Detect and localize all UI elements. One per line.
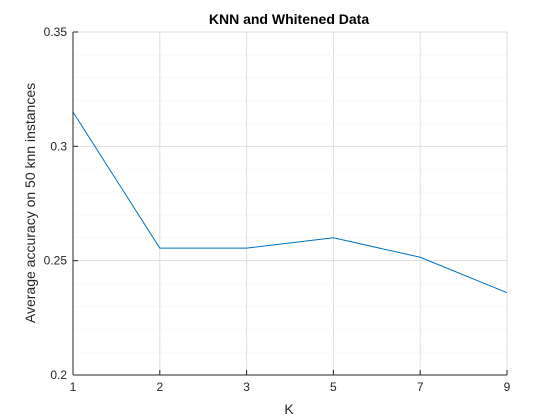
y-tick-label: 0.3 — [50, 139, 67, 153]
x-tick-label: 2 — [156, 380, 163, 394]
x-tick-label: 9 — [504, 380, 511, 394]
ticks: 0.2 0.25 0.3 0.35 1 2 3 5 7 9 — [44, 25, 511, 394]
x-tick-label: 5 — [330, 380, 337, 394]
x-tick-label: 1 — [70, 380, 77, 394]
y-axis-label: Average accuracy on 50 knn instances — [22, 83, 38, 323]
x-axis-label: K — [284, 401, 294, 417]
y-tick-label: 0.2 — [50, 368, 67, 382]
major-grid — [72, 31, 508, 376]
minor-grid — [73, 54, 507, 353]
y-tick-label: 0.35 — [44, 25, 68, 39]
series-line — [72, 111, 508, 294]
chart-title: KNN and Whitened Data — [209, 11, 369, 27]
y-tick-label: 0.25 — [44, 254, 68, 268]
x-tick-label: 3 — [243, 380, 250, 394]
axes — [72, 32, 507, 376]
x-tick-label: 7 — [417, 380, 424, 394]
series-layer — [72, 111, 508, 294]
